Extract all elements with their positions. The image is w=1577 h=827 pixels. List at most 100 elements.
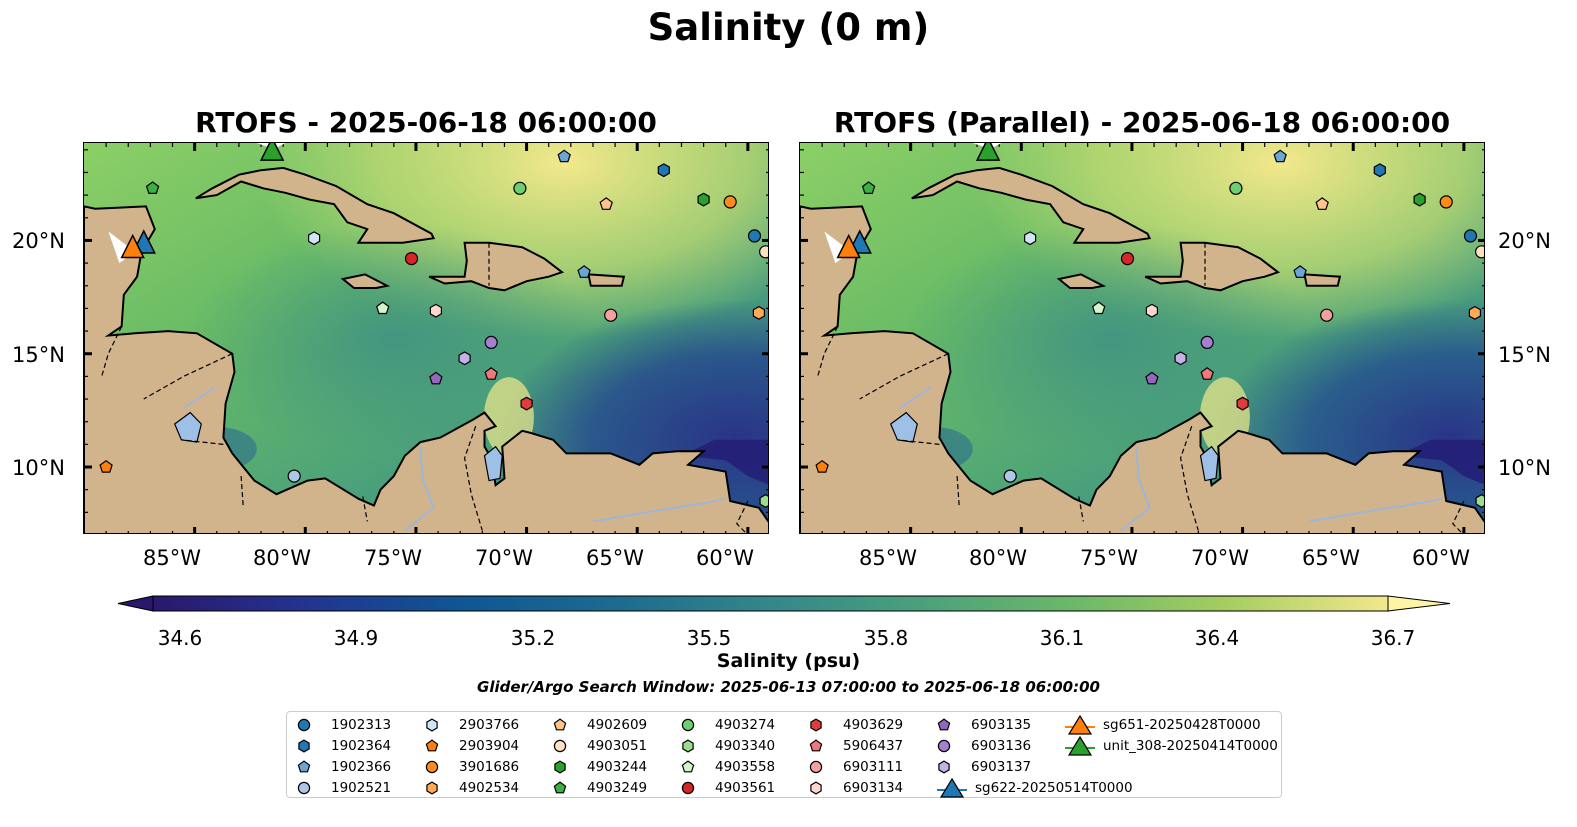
legend-item-4902609: 4902609 [553, 715, 647, 735]
land [911, 166, 1152, 244]
argo-float-marker-6903135 [429, 371, 443, 385]
lat-tick-label: 15°N [1498, 343, 1551, 367]
lat-tick-label: 15°N [12, 343, 65, 367]
figure-title: Salinity (0 m) [647, 6, 930, 49]
lon-tick-label: 75°W [1080, 546, 1138, 570]
border [362, 496, 368, 522]
legend-triangle-marker [1065, 736, 1095, 756]
legend-item-1902364: 1902364 [297, 736, 391, 756]
argo-float-marker-2903766 [308, 231, 321, 246]
legend-pentagon-marker [809, 739, 823, 752]
legend-circle-marker [553, 739, 567, 753]
legend-label: 4903051 [587, 738, 648, 754]
lake [1199, 445, 1219, 482]
land [1144, 241, 1281, 292]
legend-circle-marker [681, 718, 695, 732]
legend-label: sg622-20250514T0000 [975, 780, 1133, 796]
glider-marker-sg651 [120, 233, 145, 259]
legend-item-2903904: 2903904 [425, 736, 519, 756]
colorbar-tick-label: 34.9 [333, 626, 379, 650]
colorbar-tick-label: 36.1 [1039, 626, 1085, 650]
argo-float-marker-3901686 [1439, 195, 1453, 209]
legend-label: 2903904 [459, 738, 520, 754]
argo-float-marker-4903249 [145, 181, 160, 194]
argo-float-marker-1902364 [657, 163, 670, 178]
legend-circle-marker [297, 718, 311, 732]
argo-float-marker-1902521 [287, 469, 301, 483]
argo-float-marker-4903561 [1120, 251, 1135, 266]
legend-item-3901686: 3901686 [425, 757, 519, 777]
argo-float-marker-4903629 [520, 396, 533, 411]
argo-float-marker-6903111 [1320, 308, 1334, 322]
legend-circle-marker [297, 781, 311, 795]
legend-item-unit_308-20250414T0000: unit_308-20250414T0000 [1065, 736, 1278, 756]
legend-item-4903274: 4903274 [681, 715, 775, 735]
lake [483, 445, 503, 482]
argo-float-marker-4902534 [752, 305, 766, 320]
argo-float-marker-4902609 [599, 197, 613, 210]
salinity-map-rtofs-parallel [799, 142, 1485, 534]
argo-float-marker-1902366 [577, 265, 591, 278]
legend-label: 4903340 [715, 738, 776, 754]
argo-float-marker-4903340 [759, 494, 768, 508]
panel-title-left: RTOFS - 2025-06-18 06:00:00 [195, 106, 657, 139]
legend-item-sg651-20250428T0000: sg651-20250428T0000 [1065, 715, 1261, 735]
border [181, 439, 224, 445]
legend-item-6903136: 6903136 [937, 736, 1031, 756]
legend-label: 6903136 [971, 738, 1032, 754]
argo-float-marker-4903274 [513, 181, 527, 195]
legend-label: 4903558 [715, 759, 776, 775]
legend-hexagon-marker [298, 739, 310, 753]
border [240, 476, 244, 508]
legend-circle-marker [809, 760, 823, 774]
argo-float-marker-4903249 [861, 181, 876, 194]
legend-item-2903766: 2903766 [425, 715, 519, 735]
colorbar-label: Salinity (psu) [716, 650, 861, 672]
lon-tick-label: 85°W [859, 546, 917, 570]
legend-pentagon-marker [681, 760, 695, 773]
lon-tick-label: 75°W [364, 546, 422, 570]
legend-item-1902521: 1902521 [297, 778, 391, 798]
border [897, 439, 940, 445]
lon-tick-label: 65°W [1302, 546, 1360, 570]
argo-float-marker-4903051 [759, 245, 768, 259]
border [101, 326, 123, 377]
legend-label: 4903274 [715, 717, 776, 733]
river [1308, 497, 1442, 523]
border [1078, 496, 1084, 522]
land [340, 273, 391, 289]
colorbar-tick-label: 36.4 [1194, 626, 1240, 650]
land [195, 166, 436, 244]
legend-pentagon-marker [937, 718, 951, 731]
argo-float-marker-6903137 [1174, 351, 1187, 366]
legend-item-6903135: 6903135 [937, 715, 1031, 735]
land [1303, 273, 1342, 287]
argo-float-marker-4903558 [375, 301, 390, 315]
river [1120, 446, 1151, 532]
argo-float-marker-1902366 [557, 149, 571, 163]
argo-float-marker-4903051 [1475, 245, 1484, 259]
search-window-note: Glider/Argo Search Window: 2025-06-13 07… [477, 678, 1100, 696]
legend-label: unit_308-20250414T0000 [1103, 738, 1278, 754]
legend-item-4903051: 4903051 [553, 736, 647, 756]
border [1179, 426, 1199, 531]
legend-label: sg651-20250428T0000 [1103, 717, 1261, 733]
legend-item-4903558: 4903558 [681, 757, 775, 777]
legend-hexagon-marker [682, 739, 694, 753]
legend-hexagon-marker [426, 781, 438, 795]
border [817, 326, 839, 377]
legend: 1902313 1902364 1902366 1902521 2903766 29039… [286, 711, 1282, 798]
lon-tick-label: 80°W [253, 546, 311, 570]
legend-hexagon-marker [426, 718, 438, 732]
legend-hexagon-marker [938, 760, 950, 774]
argo-float-marker-1902521 [1003, 469, 1017, 483]
legend-item-4902534: 4902534 [425, 778, 519, 798]
argo-float-marker-5906437 [1200, 367, 1214, 380]
argo-float-marker-4903340 [1475, 494, 1484, 508]
lon-tick-label: 60°W [1412, 546, 1470, 570]
legend-circle-marker [425, 760, 439, 774]
river [899, 386, 932, 409]
border [463, 426, 483, 531]
argo-float-marker-6903136 [1200, 335, 1214, 349]
argo-float-marker-6903134 [1145, 303, 1158, 318]
